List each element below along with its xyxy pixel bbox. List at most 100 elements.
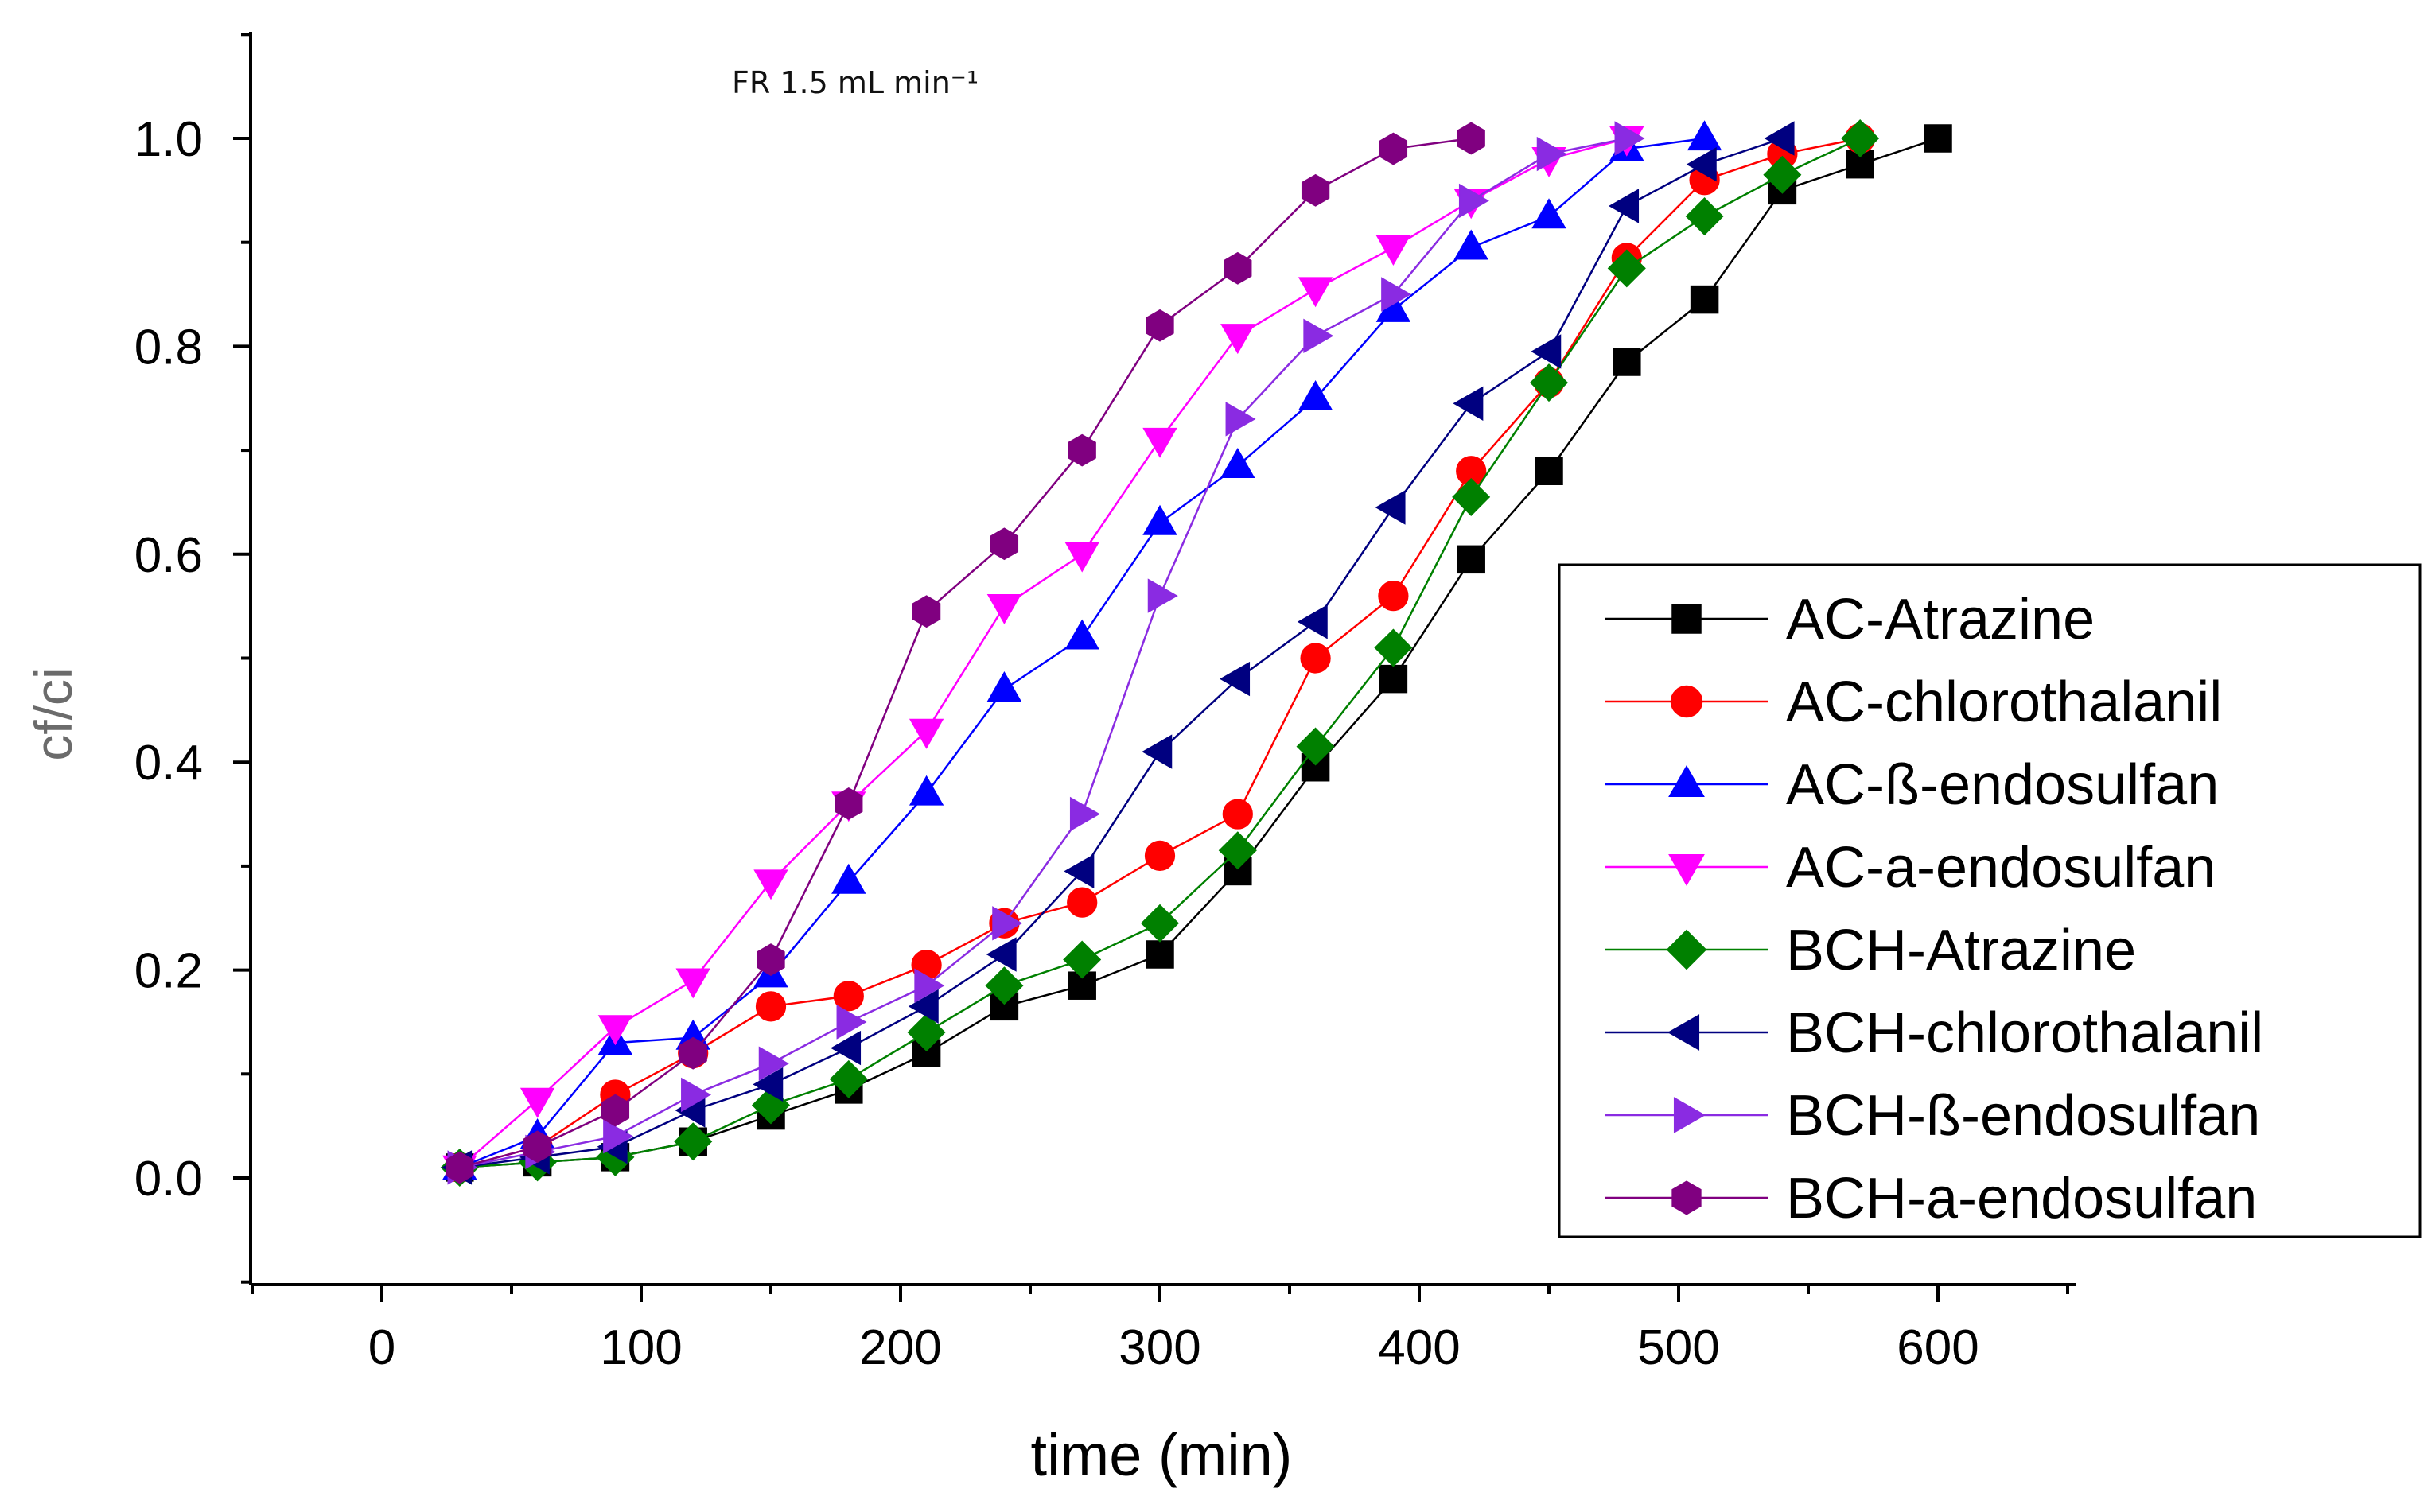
legend-label: BCH-Atrazine	[1786, 919, 2136, 982]
legend-entry: AC-Atrazine	[1605, 588, 2095, 651]
data-point	[1763, 155, 1802, 194]
data-point	[912, 595, 941, 628]
legend-entry: BCH-Atrazine	[1605, 919, 2136, 982]
data-point	[831, 863, 866, 894]
data-point	[1457, 122, 1485, 155]
data-point	[986, 670, 1022, 702]
data-point	[1069, 796, 1100, 832]
y-tick-label: 1.0	[134, 112, 203, 167]
data-point	[908, 989, 939, 1024]
data-point	[986, 937, 1017, 972]
legend-label: BCH-chlorothalanil	[1786, 1001, 2263, 1065]
data-point	[1378, 580, 1409, 612]
y-tick-label: 0.8	[134, 320, 203, 375]
data-point	[603, 1119, 634, 1154]
legend-marker	[1668, 764, 1705, 798]
data-point	[1375, 490, 1406, 525]
data-point	[1224, 251, 1252, 285]
data-point	[1531, 198, 1566, 229]
data-point	[912, 1039, 941, 1067]
data-point	[1140, 904, 1180, 943]
data-point	[1458, 183, 1489, 219]
data-point	[992, 906, 1023, 941]
data-point	[1298, 379, 1333, 410]
data-point	[1301, 173, 1330, 207]
legend-label: AC-ß-endosulfan	[1786, 753, 2219, 817]
x-tick-label: 200	[859, 1320, 941, 1375]
data-point	[1147, 578, 1178, 613]
legend-label: BCH-a-endosulfan	[1786, 1167, 2257, 1230]
data-point	[1296, 727, 1335, 766]
data-point	[1064, 542, 1099, 573]
legend-marker	[1673, 1097, 1706, 1133]
data-point	[1064, 619, 1099, 650]
data-point	[1924, 124, 1952, 153]
data-point	[1067, 887, 1098, 918]
data-point	[1298, 277, 1333, 308]
data-point	[1225, 402, 1256, 437]
data-point	[596, 1137, 635, 1176]
data-point	[829, 1059, 868, 1098]
data-point	[1220, 324, 1255, 355]
data-point	[753, 869, 788, 900]
legend-entry: BCH-ß-endosulfan	[1605, 1084, 2260, 1148]
y-tick-label: 0.4	[134, 736, 203, 791]
data-point	[1536, 136, 1567, 172]
data-point	[679, 1036, 707, 1070]
series-line	[459, 137, 1783, 1169]
x-tick-label: 500	[1637, 1320, 1719, 1375]
legend-entry: AC-chlorothalanil	[1605, 670, 2222, 734]
legend-marker	[1666, 929, 1707, 970]
data-point	[1297, 604, 1328, 639]
series-3	[442, 126, 1644, 1186]
data-point	[1374, 628, 1413, 667]
data-point	[519, 1087, 555, 1118]
series-6	[447, 121, 1645, 1185]
series-line	[459, 137, 1705, 1169]
y-tick-label: 0.6	[134, 528, 203, 583]
data-point	[1379, 132, 1408, 165]
legend-marker	[1667, 1014, 1700, 1051]
data-point	[1687, 120, 1722, 151]
data-point	[990, 527, 1019, 561]
legend-marker	[1670, 685, 1703, 718]
data-point	[1218, 831, 1257, 870]
data-point	[1375, 235, 1411, 266]
data-point	[1452, 477, 1491, 516]
series-line	[458, 137, 1628, 1168]
data-point	[1146, 940, 1174, 969]
x-tick-label: 400	[1378, 1320, 1460, 1375]
legend-marker	[1671, 1180, 1702, 1215]
legend-entry: AC-ß-endosulfan	[1605, 753, 2219, 817]
series-7	[446, 122, 1485, 1184]
data-point	[1529, 363, 1569, 402]
series-line	[459, 137, 1472, 1169]
data-point	[1064, 853, 1095, 889]
legend-label: AC-chlorothalanil	[1786, 670, 2222, 734]
data-point	[1453, 386, 1484, 421]
legend-box	[1558, 563, 2422, 1238]
data-point	[1142, 504, 1177, 535]
data-point	[1220, 447, 1255, 478]
data-point	[1764, 121, 1795, 156]
data-point	[757, 943, 785, 976]
data-point	[1222, 799, 1253, 830]
legend-entry: BCH-a-endosulfan	[1605, 1167, 2257, 1230]
legend-label: AC-a-endosulfan	[1786, 836, 2216, 900]
data-point	[914, 968, 945, 1003]
data-point	[907, 1013, 946, 1052]
data-point	[1686, 147, 1717, 182]
y-axis-title: cf/ci	[24, 667, 83, 760]
data-point	[1303, 318, 1334, 353]
x-tick-label: 100	[600, 1320, 682, 1375]
data-point	[755, 991, 787, 1022]
x-tick-label: 0	[368, 1320, 395, 1375]
data-point	[1146, 309, 1174, 342]
data-point	[597, 1015, 633, 1046]
data-point	[523, 1130, 552, 1164]
legend-marker	[1668, 853, 1705, 887]
data-point	[1614, 121, 1645, 156]
data-point	[1535, 457, 1563, 485]
data-point	[1142, 427, 1177, 458]
